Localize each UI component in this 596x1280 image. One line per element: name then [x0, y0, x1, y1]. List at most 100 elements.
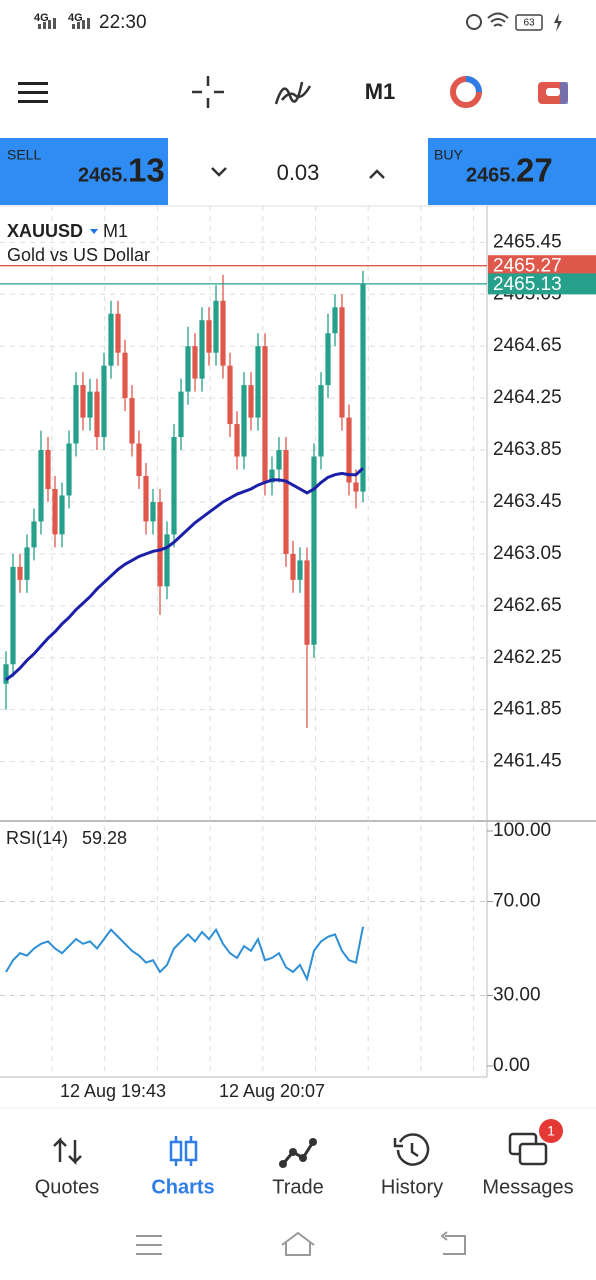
candle-body: [178, 391, 184, 438]
recent-apps[interactable]: [136, 1235, 162, 1255]
bid-label: 2465.13: [493, 274, 562, 295]
candle-body: [31, 521, 37, 548]
nav-messages[interactable]: [508, 1132, 548, 1166]
sell-label: SELL: [7, 147, 41, 163]
volume-down[interactable]: [211, 167, 227, 177]
candle-body: [185, 346, 191, 392]
timeframe-button[interactable]: M1: [365, 79, 396, 104]
candle-body: [171, 437, 177, 535]
toolbar: M1: [18, 76, 568, 108]
candle-body: [3, 664, 9, 684]
sell-button[interactable]: [0, 138, 168, 205]
nav-label[interactable]: Quotes: [35, 1176, 99, 1198]
candle-body: [17, 566, 23, 580]
candle-body: [241, 385, 247, 457]
candle-body: [199, 320, 205, 379]
candle-body: [276, 450, 282, 470]
rsi-line: [5, 926, 364, 982]
trade-button[interactable]: [538, 82, 568, 104]
candle-body: [360, 283, 366, 492]
x-tick-label: 12 Aug 20:07: [219, 1081, 325, 1101]
candle-body: [339, 307, 345, 418]
indicators-button[interactable]: [274, 81, 312, 105]
y-tick-label: 2461.45: [493, 751, 562, 772]
candle-body: [94, 391, 100, 438]
nav-charts[interactable]: [169, 1136, 198, 1166]
candle-body: [24, 547, 30, 580]
candle-body: [87, 391, 93, 418]
candle-body: [248, 385, 254, 418]
badge: [539, 1119, 563, 1143]
nav-trade[interactable]: [279, 1138, 317, 1168]
chart-timeframe: M1: [103, 221, 128, 241]
buy-label: BUY: [434, 147, 463, 163]
candle-body: [136, 443, 142, 477]
candle-body: [283, 450, 289, 554]
y-tick-label: 100.00: [493, 820, 551, 841]
candle-body: [213, 300, 219, 353]
y-tick-label: 2462.65: [493, 595, 562, 616]
rsi-chart: 100.00 70.00 30.00 0.00: [0, 820, 551, 1076]
objects-button[interactable]: [450, 76, 482, 108]
candle-body: [59, 495, 65, 535]
candle-body: [45, 450, 51, 489]
candle-body: [227, 365, 233, 425]
clock: 22:30: [99, 12, 147, 33]
y-tick-label: 0.00: [493, 1055, 530, 1076]
rsi-title: RSI(14): [6, 828, 68, 848]
candle-body: [52, 488, 58, 535]
back[interactable]: [440, 1231, 466, 1255]
rsi-value: 59.28: [82, 828, 127, 848]
bottom-nav: Quotes Charts Trade History Messages 1: [35, 1119, 574, 1198]
crosshair-button[interactable]: [192, 76, 224, 108]
price-chart: 2465.452465.052464.652464.252463.852463.…: [0, 231, 596, 772]
sell-price-main: 2465.: [78, 164, 128, 186]
candle-body: [220, 300, 226, 366]
nav-label[interactable]: History: [381, 1176, 443, 1198]
buy-price-main: 2465.: [466, 164, 516, 186]
y-tick-label: 2462.25: [493, 647, 562, 668]
sell-price-frac: 13: [128, 152, 165, 189]
y-tick-label: 2463.45: [493, 491, 562, 512]
network: 4G: [68, 12, 83, 24]
y-tick-label: 30.00: [493, 985, 541, 1006]
menu-button[interactable]: [18, 82, 48, 103]
symbol[interactable]: XAUUSD: [7, 221, 83, 241]
y-tick-label: 2461.85: [493, 699, 562, 720]
vertical-grid: [51, 206, 475, 1077]
home[interactable]: [281, 1231, 315, 1256]
badge-count: 1: [547, 1123, 555, 1139]
y-tick-label: 2464.25: [493, 387, 562, 408]
candle-body: [108, 313, 114, 366]
y-tick-label: 2465.45: [493, 231, 562, 252]
volume[interactable]: 0.03: [277, 160, 320, 185]
candle-body: [206, 320, 212, 353]
candle-body: [332, 307, 338, 334]
nav-quotes[interactable]: [53, 1136, 82, 1166]
y-tick-label: 2463.85: [493, 439, 562, 460]
nav-history[interactable]: [393, 1133, 430, 1166]
candle-body: [143, 476, 149, 522]
candle-body: [346, 417, 352, 483]
candle-body: [311, 456, 317, 645]
bid-label-box: [488, 273, 596, 295]
candle-body: [255, 346, 261, 418]
candle-body: [290, 553, 296, 580]
candle-body: [297, 560, 303, 580]
system-nav: [136, 1231, 466, 1256]
symbol-description: Gold vs US Dollar: [7, 245, 150, 265]
x-tick-label: 12 Aug 19:43: [60, 1081, 166, 1101]
buy-button[interactable]: [428, 138, 596, 205]
y-tick-label: 2463.05: [493, 543, 562, 564]
candle-body: [101, 365, 107, 438]
nav-label[interactable]: Messages: [482, 1176, 573, 1198]
candle-body: [262, 346, 268, 483]
candle-body: [150, 501, 156, 522]
candle-body: [157, 501, 163, 587]
volume-up[interactable]: [369, 169, 385, 179]
nav-label[interactable]: Charts: [151, 1176, 214, 1198]
nav-label[interactable]: Trade: [272, 1176, 324, 1198]
